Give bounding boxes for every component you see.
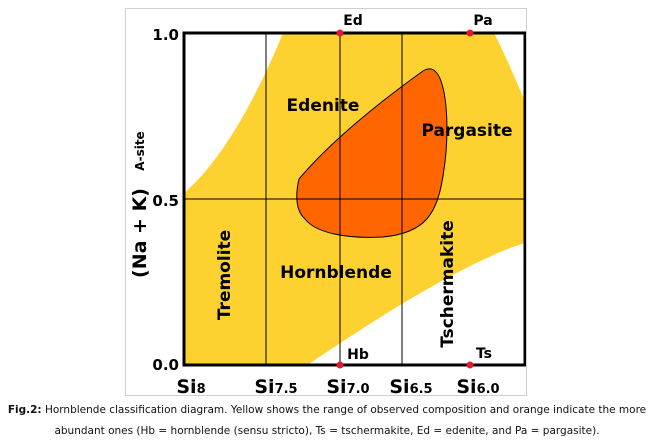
- figure-caption: Fig.2: Hornblende classification diagram…: [0, 400, 654, 442]
- caption-label: Fig.2:: [7, 404, 42, 416]
- end-member-point-ts: [466, 361, 474, 369]
- y-tick-label-05: 0.5: [152, 192, 179, 210]
- abundant-range-region: [296, 68, 448, 238]
- field-label-hornblende: Hornblende: [280, 263, 392, 283]
- x-tick-label-si70: Si7.0: [326, 376, 369, 395]
- field-label-tremolite: Tremolite: [215, 230, 235, 320]
- diagram-frame: [182, 31, 526, 367]
- x-tick-label-si75: Si7.5: [254, 376, 297, 395]
- x-tick-label-si8: Si8: [176, 376, 205, 395]
- y-axis-sublabel: A-site: [133, 131, 147, 170]
- end-member-label-hb: Hb: [347, 347, 369, 363]
- x-tick-label-si60: Si6.0: [456, 376, 499, 395]
- field-label-pargasite: Pargasite: [421, 121, 512, 141]
- field-label-edenite: Edenite: [287, 96, 360, 116]
- end-member-label-ed: Ed: [343, 13, 363, 29]
- classification-diagram: Edenite Pargasite Hornblende Tremolite T…: [129, 13, 526, 395]
- end-member-point-ed: [336, 29, 344, 37]
- y-tick-label-1: 1.0: [152, 26, 179, 44]
- x-tick-label-si65: Si6.5: [389, 376, 432, 395]
- caption-text: Hornblende classification diagram. Yello…: [41, 404, 647, 437]
- y-tick-label-0: 0.0: [152, 356, 179, 374]
- end-member-point-pa: [466, 29, 474, 37]
- y-axis-label: (Na + K): [129, 188, 151, 278]
- field-label-tschermakite: Tschermakite: [438, 220, 458, 348]
- end-member-label-pa: Pa: [473, 13, 492, 29]
- end-member-label-ts: Ts: [476, 346, 492, 362]
- diagram-figure: Edenite Pargasite Hornblende Tremolite T…: [125, 8, 527, 396]
- end-member-point-hb: [336, 361, 344, 369]
